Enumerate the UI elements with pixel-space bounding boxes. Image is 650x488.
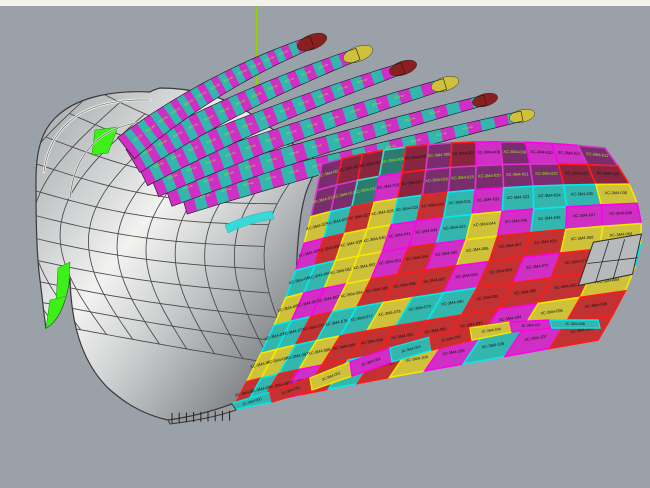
svg-text:XC-3M4-010: XC-3M4-010 bbox=[530, 149, 554, 155]
svg-text:XC-3M4-008: XC-3M4-008 bbox=[477, 149, 501, 154]
svg-text:JC-3M4-008: JC-3M4-008 bbox=[565, 322, 585, 326]
svg-text:XC-3M4-023: XC-3M4-023 bbox=[565, 170, 589, 175]
svg-text:XC-3M4-034: XC-3M4-034 bbox=[538, 192, 562, 198]
svg-text:XC-3M4-022: XC-3M4-022 bbox=[535, 171, 558, 176]
svg-text:XC-3M4-009: XC-3M4-009 bbox=[503, 149, 527, 154]
svg-text:XC-3M4-024: XC-3M4-024 bbox=[596, 170, 620, 176]
svg-text:XC-3M4-020: XC-3M4-020 bbox=[478, 172, 502, 178]
svg-text:XC-3M4-036: XC-3M4-036 bbox=[605, 190, 628, 195]
svg-text:XC-3M4-035: XC-3M4-035 bbox=[571, 191, 595, 196]
svg-text:XC-3M4-021: XC-3M4-021 bbox=[506, 171, 530, 176]
svg-text:XC-3M4-007: XC-3M4-007 bbox=[452, 150, 476, 156]
svg-text:XC-3M4-048: XC-3M4-048 bbox=[609, 210, 633, 216]
